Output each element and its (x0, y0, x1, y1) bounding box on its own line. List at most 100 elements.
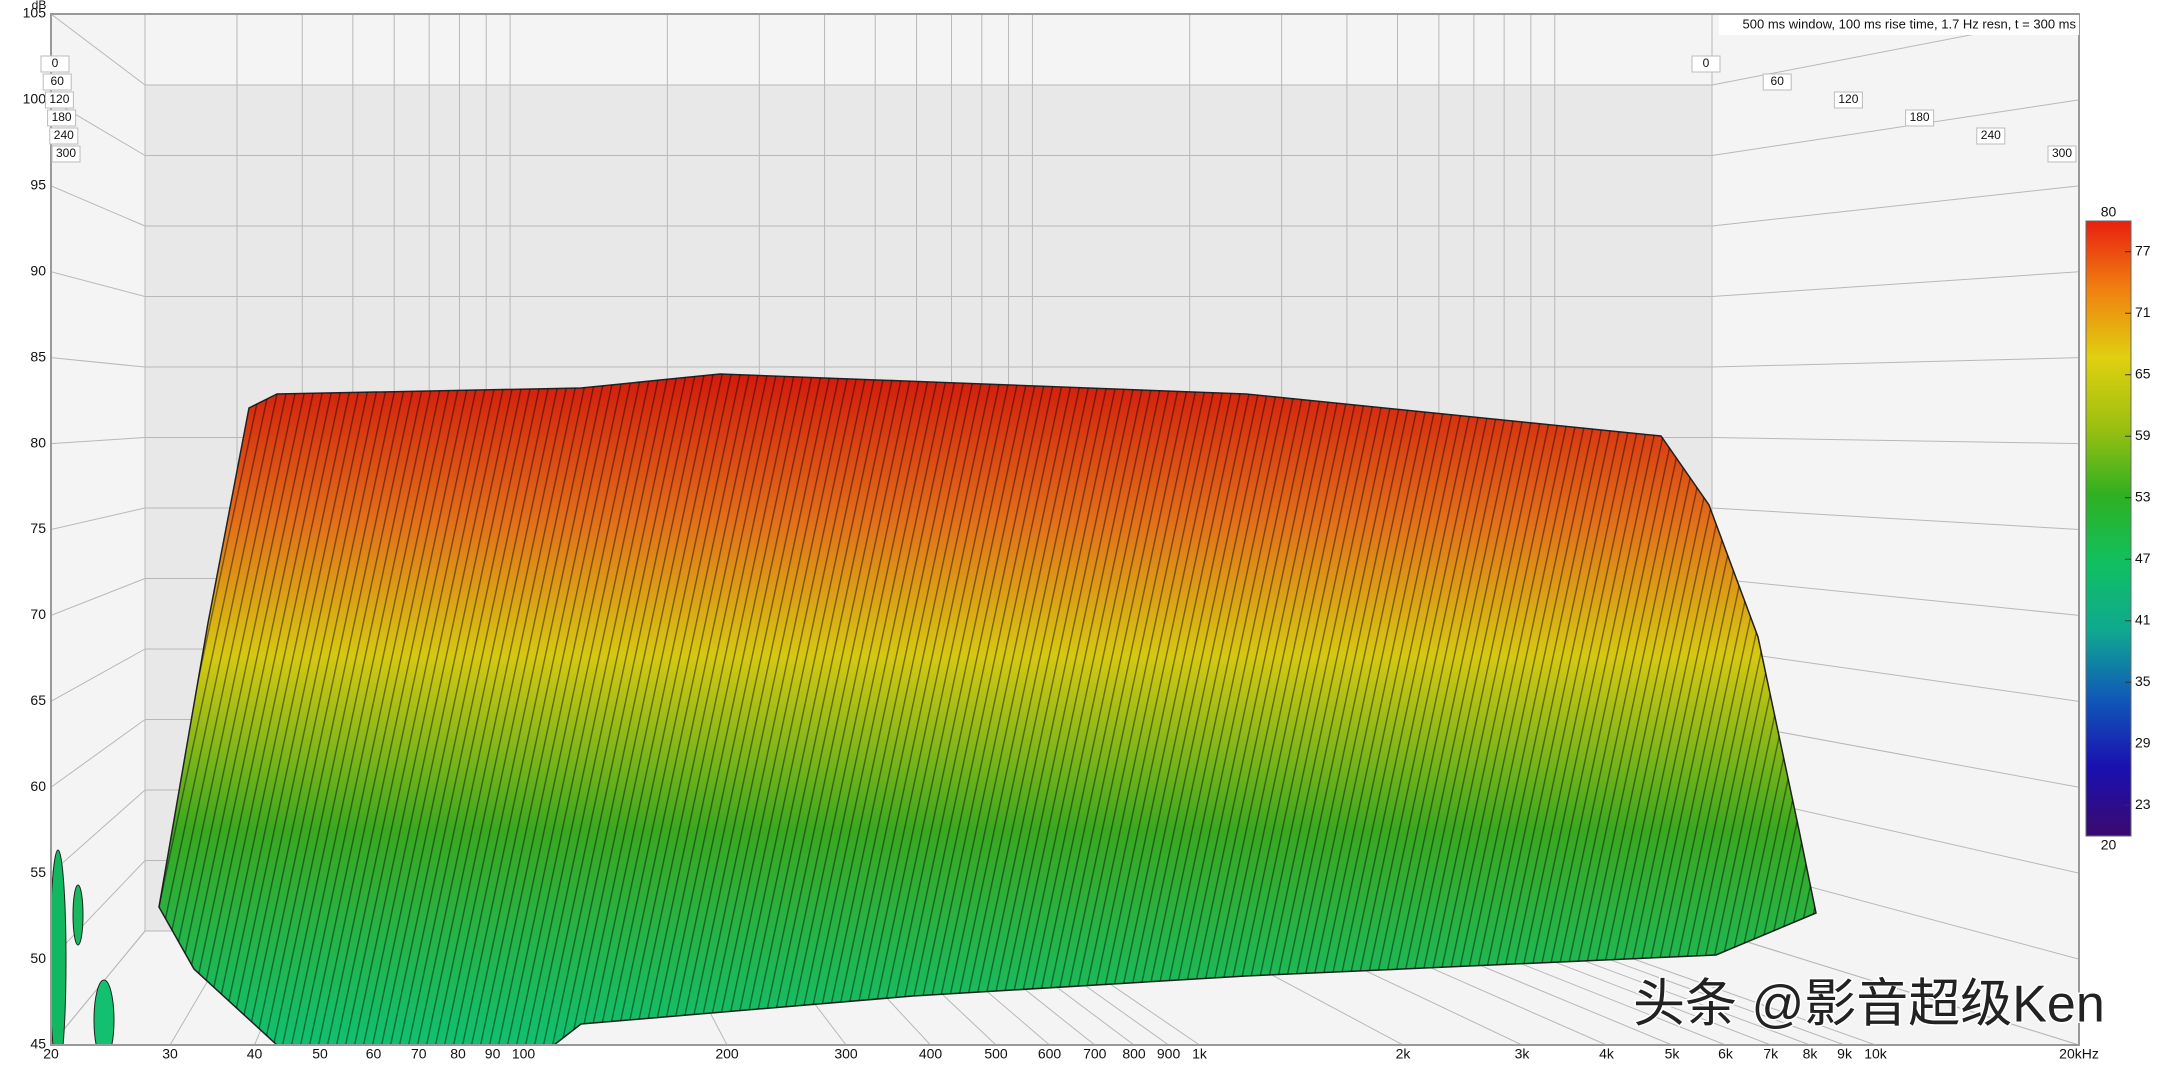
grid-line (1711, 271, 2079, 297)
y-tick-label: 55 (30, 864, 46, 880)
x-tick-label: 200 (715, 1046, 739, 1062)
surface-blob (72, 884, 84, 946)
grid-line (1711, 578, 2079, 616)
surface-blob (93, 979, 115, 1045)
time-tick-label: 120 (49, 92, 69, 106)
time-tick-box (40, 55, 70, 73)
x-tick-label: 300 (834, 1046, 858, 1062)
time-tick-box (1905, 109, 1935, 127)
y-tick-label: 100 (23, 91, 47, 107)
y-tick-label: 65 (30, 692, 46, 708)
colorbar-label: 59 (2135, 427, 2151, 443)
time-tick-box (49, 127, 79, 145)
x-tick-label: 2k (1396, 1046, 1412, 1062)
time-tick-label: 60 (51, 74, 65, 88)
plot-frame (50, 13, 2080, 1046)
grid-line (51, 437, 146, 445)
x-tick-label: 4k (1599, 1046, 1615, 1062)
time-tick-box (1691, 55, 1721, 73)
time-tick-box (2047, 145, 2077, 163)
surface-lines (159, 374, 1816, 1045)
y-tick-label: 75 (30, 520, 46, 536)
grid-line (51, 99, 146, 156)
x-tick-label: 900 (1157, 1046, 1181, 1062)
x-tick-label: 6k (1718, 1046, 1734, 1062)
colorbar-label: 77 (2135, 242, 2151, 258)
grid-line (51, 648, 146, 702)
waterfall-surface (51, 373, 1817, 1045)
time-tick-label: 0 (52, 56, 59, 70)
time-tick-label: 180 (1910, 110, 1930, 124)
grid-line (1711, 437, 2079, 445)
time-tick-box (51, 145, 81, 163)
y-tick-label: 90 (30, 262, 46, 278)
annotation-box (1719, 15, 2079, 35)
grid-line (1711, 930, 2079, 1045)
x-tick-label: 90 (485, 1046, 501, 1062)
time-tick-box (1762, 73, 1792, 91)
x-tick-label: 20 (43, 1046, 59, 1062)
colorbar-label: 35 (2135, 673, 2151, 689)
time-tick-label: 180 (52, 110, 72, 124)
grid-line (1711, 185, 2079, 227)
y-tick-label: 95 (30, 177, 46, 193)
grid-line (51, 357, 146, 368)
time-tick-box (44, 91, 74, 109)
time-tick-label: 120 (1838, 92, 1858, 106)
time-tick-box (42, 73, 72, 91)
y-tick-label: 60 (30, 778, 46, 794)
y-axis-label: dB (32, 0, 47, 12)
x-tick-label: 400 (919, 1046, 943, 1062)
x-tick-label: 8k (1803, 1046, 1819, 1062)
x-tick-label: 30 (162, 1046, 178, 1062)
grid-line (51, 271, 146, 297)
colorbar-label: 29 (2135, 734, 2151, 750)
annotation: 500 ms window, 100 ms rise time, 1.7 Hz … (1743, 16, 2077, 31)
x-tick-label: 500 (984, 1046, 1008, 1062)
x-tick-label: 600 (1038, 1046, 1062, 1062)
time-tick-box (1976, 127, 2006, 145)
time-tick-box (1833, 91, 1863, 109)
grid-line (1711, 507, 2079, 530)
grid-line (51, 719, 146, 788)
time-tick-label: 240 (54, 128, 74, 142)
colorbar-label: 20 (2101, 837, 2117, 853)
grid-line (51, 789, 146, 874)
x-tick-label: 800 (1122, 1046, 1146, 1062)
x-tick-label: 80 (450, 1046, 466, 1062)
grid-line (51, 185, 146, 227)
surface-blob (51, 849, 67, 1045)
y-tick-label: 105 (23, 5, 47, 21)
colorbar-label: 23 (2135, 796, 2151, 812)
colorbar-label: 47 (2135, 550, 2151, 566)
x-tick-label: 9k (1837, 1046, 1853, 1062)
colorbar-label: 53 (2135, 488, 2151, 504)
x-tick-label: 40 (247, 1046, 263, 1062)
x-tick-label: 20kHz (2059, 1046, 2099, 1062)
time-tick-box (47, 109, 77, 127)
colorbar-label: 41 (2135, 611, 2151, 627)
grid-line (51, 578, 146, 616)
x-tick-label: 50 (312, 1046, 328, 1062)
x-tick-label: 1k (1192, 1046, 1208, 1062)
x-tick-label: 700 (1083, 1046, 1107, 1062)
y-tick-label: 85 (30, 348, 46, 364)
x-tick-label: 100 (512, 1046, 536, 1062)
y-tick-label: 50 (30, 950, 46, 966)
colorbar-label: 65 (2135, 365, 2151, 381)
x-tick-label: 5k (1665, 1046, 1681, 1062)
time-tick-label: 300 (2052, 146, 2072, 160)
grid-line (1711, 357, 2079, 368)
y-tick-label: 80 (30, 434, 46, 450)
x-tick-label: 3k (1515, 1046, 1531, 1062)
colorbar (2085, 220, 2132, 837)
time-tick-label: 60 (1771, 74, 1785, 88)
time-tick-label: 240 (1981, 128, 2001, 142)
time-tick-label: 300 (56, 146, 76, 160)
time-tick-label: 0 (1703, 56, 1710, 70)
grid-line (51, 507, 146, 530)
y-tick-label: 70 (30, 606, 46, 622)
x-tick-label: 60 (366, 1046, 382, 1062)
x-tick-label: 10k (1864, 1046, 1888, 1062)
